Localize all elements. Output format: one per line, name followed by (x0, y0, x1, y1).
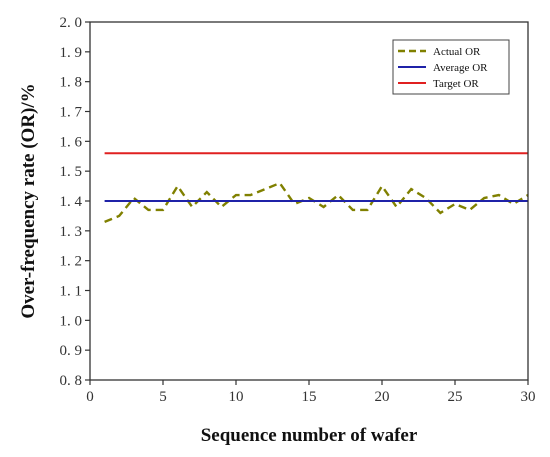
y-tick-label: 1. 5 (60, 164, 83, 180)
x-tick-label: 25 (448, 389, 463, 405)
y-tick-label: 1. 1 (60, 284, 83, 300)
series-line-actual-or (104, 181, 529, 223)
y-tick-label: 1. 6 (60, 134, 83, 150)
x-tick-label: 30 (521, 389, 536, 405)
legend-label-target-or: Target OR (433, 78, 479, 90)
y-tick-label: 1. 4 (60, 194, 83, 210)
legend-label-average-or: Average OR (433, 62, 488, 74)
legend: Actual OR Average OR Target OR (392, 39, 510, 95)
y-axis-title: Over-frequency rate (OR)/% (18, 83, 39, 318)
x-axis-title: Sequence number of wafer (201, 425, 418, 446)
ticks-layer: 0. 8 0. 9 1. 0 1. 1 1. 2 1. 3 1. 4 1. 5 1. 6 1. 7… (60, 15, 536, 405)
series-layer (104, 152, 529, 223)
y-tick-label: 1. 7 (60, 105, 83, 121)
x-tick-label: 20 (375, 389, 390, 405)
y-tick-label: 1. 0 (60, 313, 83, 329)
y-tick-label: 1. 8 (60, 75, 83, 91)
y-tick-label: 1. 9 (60, 45, 83, 61)
x-tick-label: 15 (302, 389, 317, 405)
legend-label-actual-or: Actual OR (433, 46, 481, 58)
y-tick-label: 1. 3 (60, 224, 83, 240)
y-tick-label: 0. 8 (60, 373, 83, 389)
x-tick-label: 5 (159, 389, 167, 405)
y-tick-label: 0. 9 (60, 343, 83, 359)
y-tick-label: 2. 0 (60, 15, 83, 31)
x-tick-label: 0 (86, 389, 94, 405)
y-tick-label: 1. 2 (60, 254, 83, 270)
x-tick-label: 10 (229, 389, 244, 405)
